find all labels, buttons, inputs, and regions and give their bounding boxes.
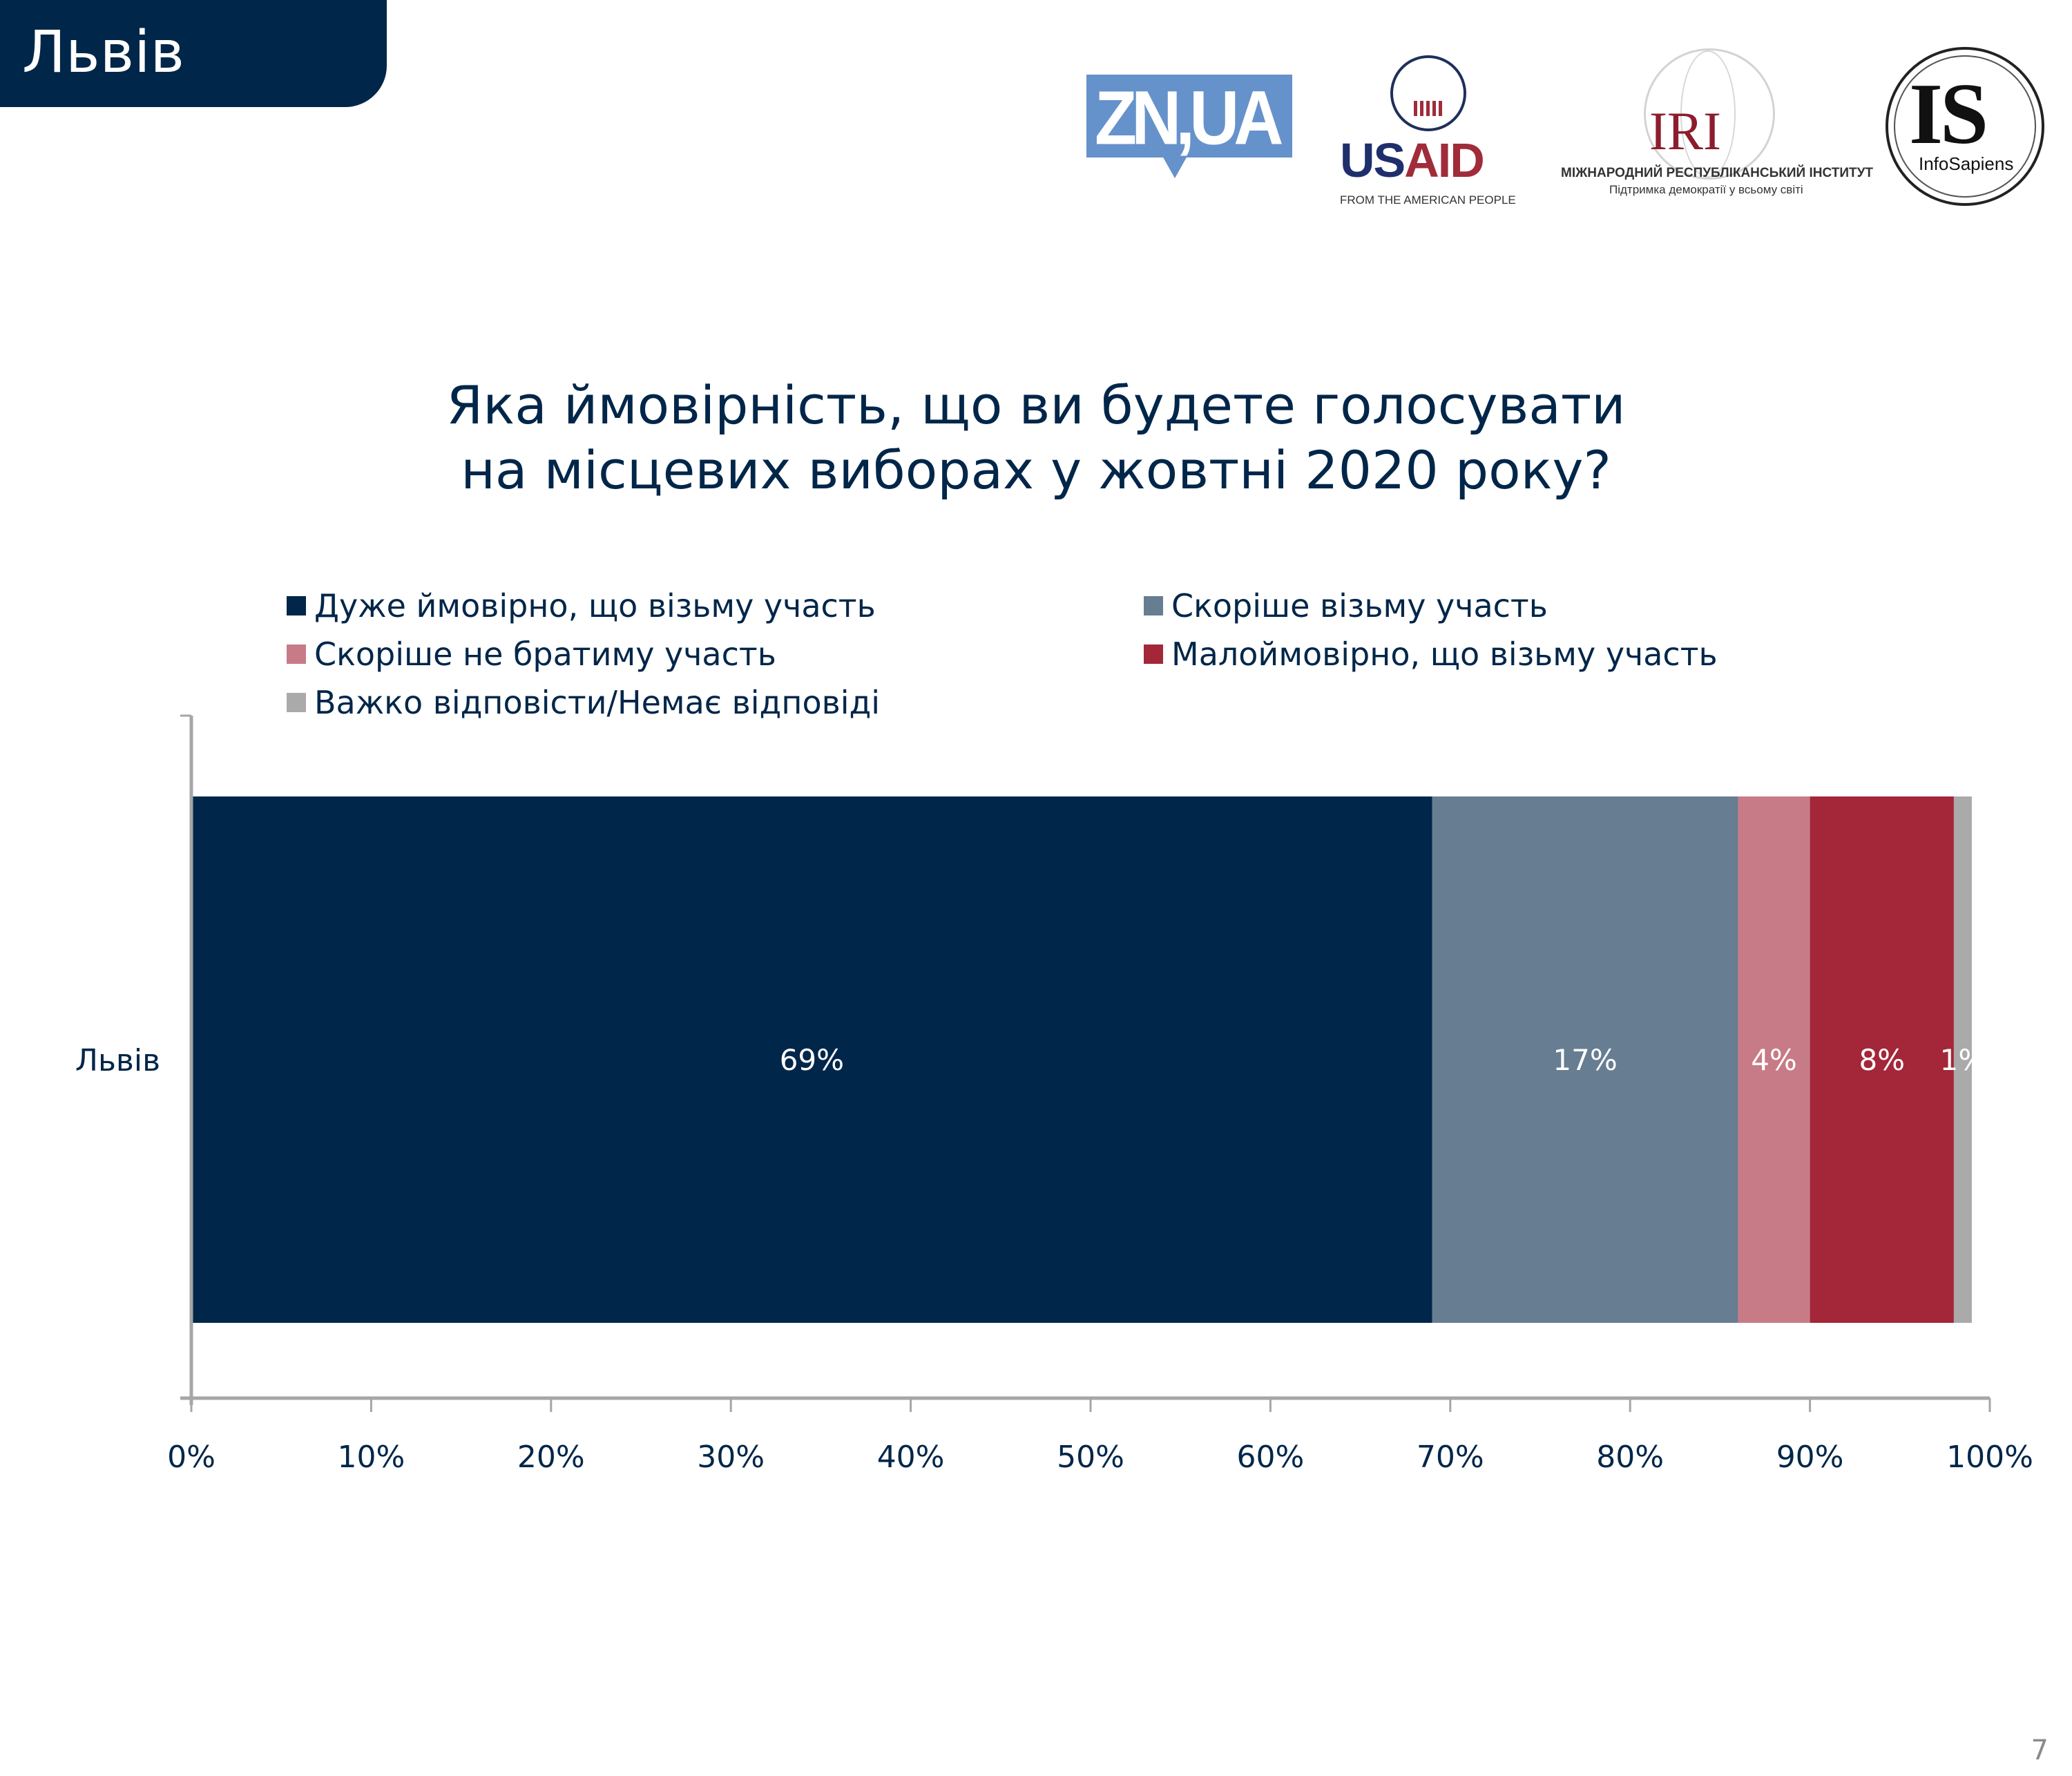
bar-segment <box>1953 796 1972 1323</box>
data-label: 1% <box>1940 1043 1986 1077</box>
bar-segment <box>1432 796 1738 1323</box>
chart-title-line-1: Яка ймовірність, що ви будете голосувати <box>446 374 1626 436</box>
legend-swatch <box>287 596 306 615</box>
x-tick-label: 100% <box>1946 1440 2033 1475</box>
x-tick-label: 50% <box>1057 1440 1124 1475</box>
x-tick-label: 20% <box>517 1440 585 1475</box>
x-tick-label: 10% <box>338 1440 405 1475</box>
x-tick-label: 70% <box>1417 1440 1484 1475</box>
partner-logos: ZN,UA USAID FROM THE AMERICAN PEOPLE IRI… <box>1077 41 2058 207</box>
legend-swatch <box>1144 644 1163 664</box>
x-tick-label: 90% <box>1776 1440 1844 1475</box>
page-number: 7 <box>2031 1735 2049 1766</box>
region-title: Львів <box>22 18 185 86</box>
chart-title: Яка ймовірність, що ви будете голосувати… <box>0 373 2072 503</box>
x-tick-label: 30% <box>697 1440 765 1475</box>
category-label: Львів <box>75 1043 160 1078</box>
usaid-logo: USAID FROM THE AMERICAN PEOPLE <box>1340 55 1519 207</box>
bar-segment <box>191 796 1432 1323</box>
zn-ua-logo: ZN,UA <box>1086 75 1292 178</box>
legend-swatch <box>287 644 306 664</box>
bar-segment <box>1738 796 1810 1323</box>
legend-item: Дуже ймовірно, що візьму участь <box>287 587 876 624</box>
x-tick-label: 80% <box>1596 1440 1664 1475</box>
legend-item: Малоймовірно, що візьму участь <box>1144 636 1718 673</box>
globe-icon <box>1644 48 1775 180</box>
infosapiens-logo: IS InfoSapiens <box>1886 47 2044 206</box>
legend-item: Важко відповісти/Немає відповіді <box>287 684 880 721</box>
legend-swatch <box>1144 596 1163 615</box>
x-tick-label: 0% <box>167 1440 215 1475</box>
bar-segment <box>1810 796 1954 1323</box>
chart-title-line-2: на місцевих виборах у жовтні 2020 року? <box>461 439 1611 501</box>
x-tick-label: 40% <box>877 1440 945 1475</box>
legend-item: Скоріше не братиму участь <box>287 636 776 673</box>
legend-swatch <box>287 693 306 712</box>
data-label: 4% <box>1751 1043 1797 1077</box>
region-tab: Львів <box>0 0 387 107</box>
data-label: 69% <box>780 1043 844 1077</box>
x-tick-label: 60% <box>1237 1440 1305 1475</box>
legend-item: Скоріше візьму участь <box>1144 587 1548 624</box>
iri-logo: IRI МІЖНАРОДНИЙ РЕСПУБЛІКАНСЬКИЙ ІНСТИТУ… <box>1561 41 1886 207</box>
data-label: 17% <box>1553 1043 1617 1077</box>
usaid-seal-icon <box>1390 55 1466 131</box>
data-label: 8% <box>1859 1043 1905 1077</box>
